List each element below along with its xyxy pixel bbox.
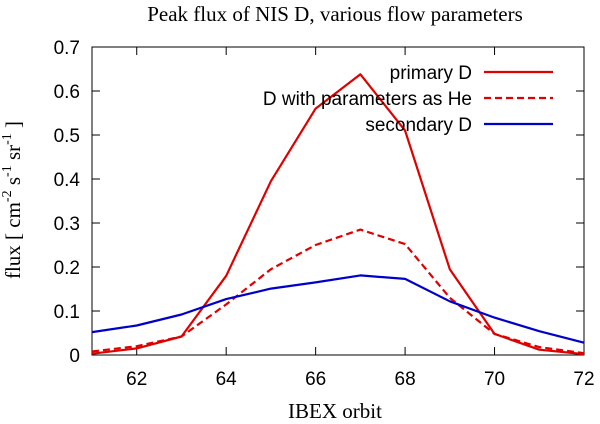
legend-label-2: D with parameters as He <box>263 89 472 110</box>
x-tick-label: 66 <box>305 369 326 390</box>
y-tick-label: 0.2 <box>54 258 80 279</box>
y-tick-label: 0.3 <box>54 214 80 235</box>
legend: primary D D with parameters as He secondar… <box>263 63 553 136</box>
plot-frame <box>91 46 585 356</box>
plot-area: 0 0.1 0.2 0.3 0.4 0.5 0.6 0.7 62 64 66 68 70 72 <box>54 38 595 390</box>
legend-label-3: secondary D <box>365 115 472 136</box>
y-tick-label: 0.5 <box>54 126 80 147</box>
x-tick-label: 72 <box>573 369 594 390</box>
series-line-1 <box>91 73 585 356</box>
x-tick-label: 68 <box>395 369 416 390</box>
y-tick-label: 0.4 <box>54 170 81 191</box>
y-tick-label: 0.1 <box>54 302 80 323</box>
x-axis-label: IBEX orbit <box>288 399 382 423</box>
legend-label-1: primary D <box>390 63 472 84</box>
x-tick-label: 64 <box>216 369 238 390</box>
x-tick-label: 70 <box>484 369 505 390</box>
x-tick-label: 62 <box>126 369 147 390</box>
series-line-2 <box>91 228 585 355</box>
y-tick-label: 0.7 <box>54 38 80 59</box>
chart-title: Peak flux of NIS D, various flow paramet… <box>147 2 523 26</box>
y-tick-label: 0.6 <box>54 82 80 103</box>
y-axis-label: flux [ cm-2 s-1 sr-1 ] <box>0 121 25 279</box>
y-tick-label: 0 <box>69 346 80 367</box>
series-line-3 <box>91 274 585 344</box>
